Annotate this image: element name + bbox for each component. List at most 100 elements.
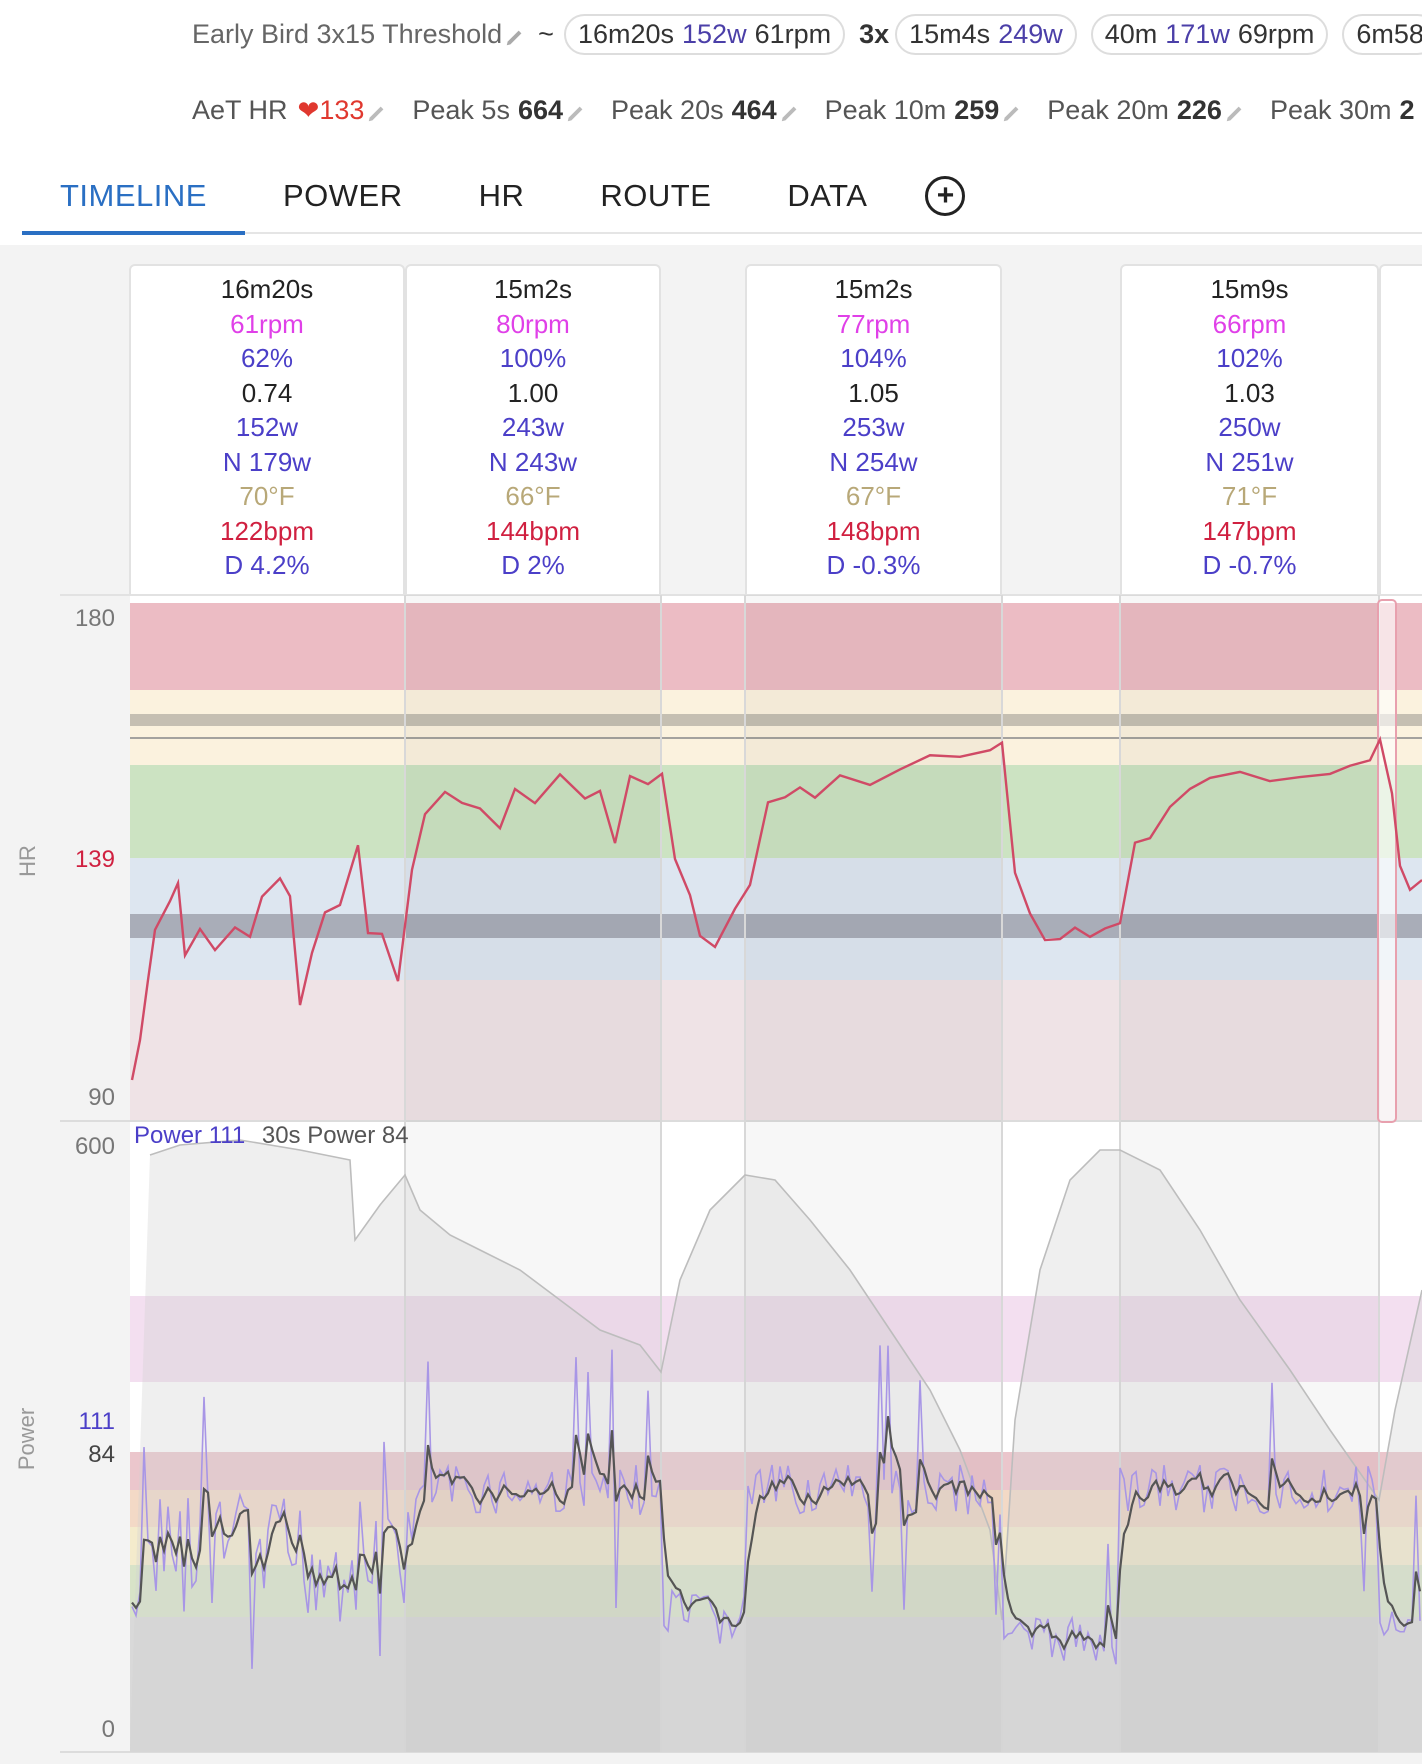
power-axis-current: 111	[78, 1408, 115, 1435]
stat-peak-20s[interactable]: Peak 20s 464	[611, 95, 807, 126]
power-zone-band	[130, 1296, 1422, 1382]
edit-pencil-icon[interactable]	[779, 102, 801, 124]
summary-row: Early Bird 3x15 Threshold ~ 16m20s 152w …	[192, 12, 1422, 56]
interval-norm-power: N 243w	[488, 446, 578, 477]
edit-pencil-icon[interactable]	[366, 102, 388, 124]
interval-card-3[interactable]: 15m2s 77rpm 104% 1.05 253w N 254w 67°F 1…	[745, 264, 1002, 594]
interval-heart-rate: 144bpm	[486, 515, 580, 546]
power-zone-band	[130, 1452, 1422, 1490]
interval-temperature: 66°F	[505, 481, 561, 511]
interval-duration: 16m20s	[220, 274, 314, 304]
hr-zone-band	[130, 603, 1422, 690]
edit-pencil-icon[interactable]	[1001, 102, 1023, 124]
interval-ftp-percent: 100%	[499, 343, 567, 373]
pill-duration: 40m	[1104, 18, 1158, 49]
power-max-area	[130, 1140, 1422, 1752]
interval-card-1[interactable]: 16m20s 61rpm 62% 0.74 152w N 179w 70°F 1…	[129, 264, 405, 594]
cursor-handle	[1377, 599, 1397, 1123]
interval-intensity: 1.05	[848, 377, 899, 408]
tab-power[interactable]: POWER	[282, 178, 403, 213]
stat-label: Peak 20s	[611, 94, 724, 125]
interval-duration: 15m9s	[1210, 274, 1289, 304]
stat-label: Peak 20m	[1047, 94, 1169, 125]
stat-value: 226	[1176, 94, 1222, 125]
stat-value: 2	[1399, 94, 1415, 125]
peaks-row: AeT HR ❤ 133 Peak 5s 664 Peak 20s 464 Pe…	[192, 88, 1422, 132]
tab-timeline[interactable]: TIMELINE	[22, 159, 245, 235]
pill-duration: 16m20s	[577, 18, 675, 49]
interval-drift: D 4.2%	[224, 550, 310, 580]
stat-value: 133	[319, 94, 365, 125]
interval-heart-rate: 122bpm	[220, 515, 314, 546]
interval-heart-rate: 147bpm	[1202, 515, 1297, 546]
pill-rpm: 69rpm	[1237, 18, 1315, 49]
pill-duration: 6m58	[1356, 18, 1422, 49]
tab-hr[interactable]: HR	[478, 178, 525, 213]
interval-norm-power: N 254w	[829, 446, 918, 477]
interval-cadence: 61rpm	[230, 308, 304, 339]
interval-card-4[interactable]: 15m9s 66rpm 102% 1.03 250w N 251w 71°F 1…	[1120, 264, 1379, 594]
stat-value: 664	[517, 94, 564, 125]
interval-temperature: 70°F	[239, 481, 295, 511]
summary-pill-warmup[interactable]: 16m20s 152w 61rpm	[563, 13, 846, 55]
pill-watts: 171w	[1165, 18, 1230, 49]
stat-peak-10m[interactable]: Peak 10m 259	[825, 95, 1030, 126]
stat-peak-20m[interactable]: Peak 20m 226	[1047, 95, 1252, 126]
power-max-curve	[149, 1139, 1422, 1621]
activity-title[interactable]: Early Bird 3x15 Threshold	[192, 18, 503, 49]
interval-avg-power: 250w	[1218, 412, 1281, 442]
hr-zone-band	[130, 690, 1422, 765]
interval-heart-rate: 148bpm	[826, 515, 921, 546]
interval-temperature: 71°F	[1221, 481, 1278, 511]
edit-pencil-icon[interactable]	[565, 102, 587, 124]
stat-peak-5s[interactable]: Peak 5s 664	[412, 95, 593, 126]
stat-value: 259	[954, 94, 1000, 125]
stat-label: Peak 10m	[824, 94, 947, 125]
interval-avg-power: 243w	[501, 412, 565, 442]
summary-pill-intervals[interactable]: 15m4s 249w	[895, 13, 1077, 55]
summary-pill-total[interactable]: 40m 171w 69rpm	[1090, 13, 1329, 55]
separator: ~	[538, 18, 554, 49]
interval-cadence: 77rpm	[836, 308, 911, 339]
interval-drift: D -0.7%	[1202, 550, 1297, 580]
hr-axis-current: 139	[74, 846, 115, 873]
hr-zone-band	[130, 980, 1422, 1120]
stat-aet-hr[interactable]: AeT HR ❤ 133	[192, 95, 394, 126]
power-zone-band	[130, 1617, 1422, 1752]
pill-duration: 15m4s	[909, 18, 991, 49]
power-zone-band	[130, 1527, 1422, 1565]
interval-drift: D -0.3%	[826, 550, 921, 580]
stat-label: Peak 5s	[412, 94, 510, 125]
summary-pill-extra[interactable]: 6m58	[1342, 13, 1422, 55]
interval-intensity: 1.00	[507, 377, 559, 408]
legend-30s-label: 30s Power	[261, 1122, 376, 1149]
pill-watts: 152w	[682, 18, 747, 49]
interval-drift: D 2%	[501, 550, 565, 580]
pill-rpm: 61rpm	[754, 18, 832, 49]
interval-norm-power: N 179w	[222, 446, 312, 477]
interval-card-5-partial[interactable]	[1379, 264, 1422, 594]
power-axis-tick-zero: 0	[101, 1716, 115, 1743]
interval-card-2[interactable]: 15m2s 80rpm 100% 1.00 243w N 243w 66°F 1…	[405, 264, 661, 594]
interval-duration: 15m2s	[834, 274, 913, 304]
hr-axis-label: HR	[14, 845, 40, 877]
edit-pencil-icon[interactable]	[1224, 102, 1246, 124]
tab-data[interactable]: DATA	[787, 178, 868, 213]
add-tab-plus-icon[interactable]: +	[925, 176, 966, 216]
stat-peak-30m[interactable]: Peak 30m 2	[1270, 95, 1415, 126]
legend-power: Power 111	[134, 1122, 245, 1149]
heart-icon: ❤	[297, 94, 320, 125]
stat-value: 464	[731, 94, 777, 125]
interval-intensity: 1.03	[1224, 377, 1275, 408]
interval-cadence: 80rpm	[496, 308, 570, 339]
power-axis-tick-max: 600	[74, 1133, 115, 1160]
hr-aet-band	[130, 914, 1422, 938]
legend-30s-value: 84	[381, 1122, 409, 1149]
legend-30s-power: 30s Power 84	[262, 1122, 409, 1149]
interval-cadence: 66rpm	[1212, 308, 1287, 339]
edit-title-pencil-icon[interactable]	[504, 26, 526, 48]
tab-route[interactable]: ROUTE	[600, 178, 712, 213]
pill-watts: 249w	[998, 18, 1063, 49]
power-axis-label: Power	[14, 1407, 40, 1471]
